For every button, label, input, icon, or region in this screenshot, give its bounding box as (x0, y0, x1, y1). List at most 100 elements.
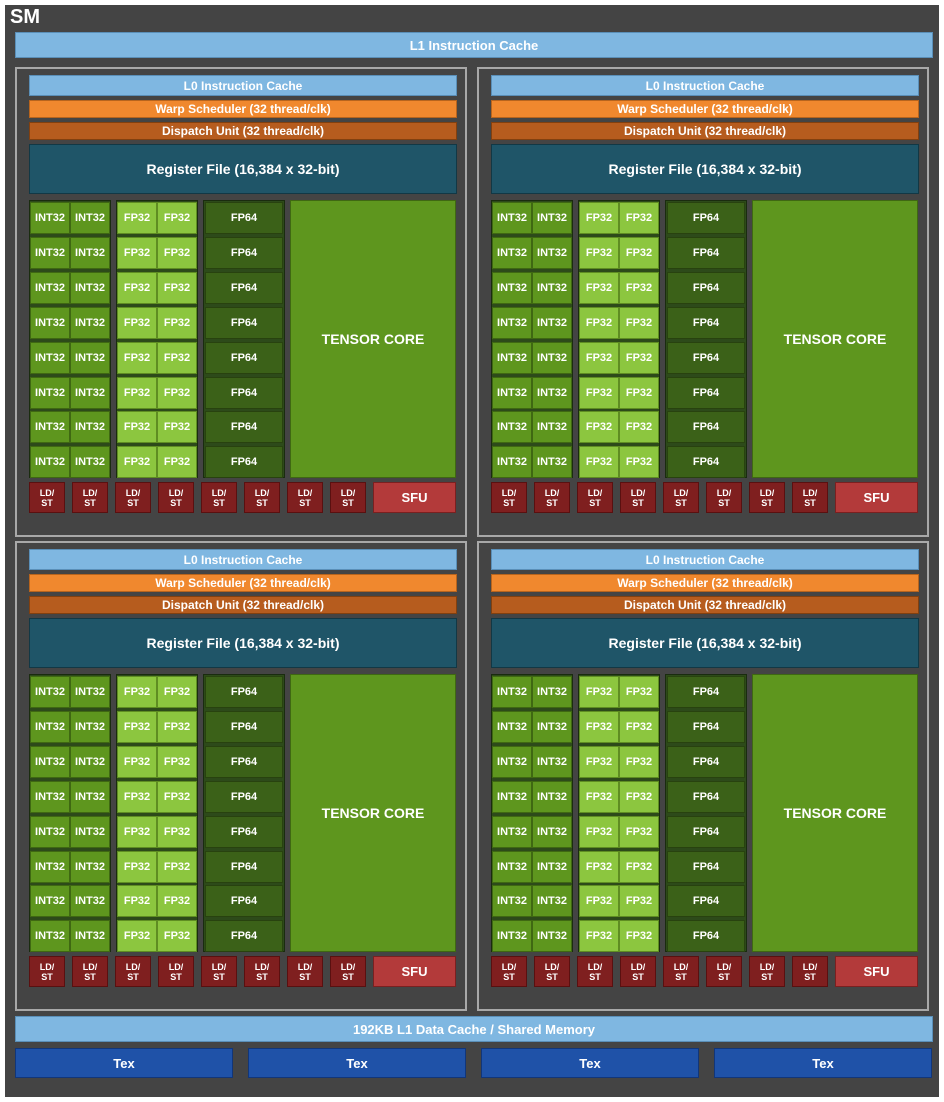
fp64-core: FP64 (205, 780, 283, 813)
int32-core: INT32 (30, 202, 70, 234)
fp64-core: FP64 (205, 271, 283, 304)
fp64-core: FP64 (667, 411, 745, 444)
int32-core: INT32 (492, 920, 532, 953)
fp32-core: FP32 (619, 376, 659, 409)
fp64-core: FP64 (667, 885, 745, 918)
ld-st-unit: LD/ ST (29, 482, 65, 513)
ld-st-unit: LD/ ST (792, 956, 828, 987)
fp32-core: FP32 (579, 815, 619, 848)
fp32-core: FP32 (157, 815, 197, 848)
ld-st-unit: LD/ ST (72, 482, 108, 513)
fp64-core: FP64 (667, 676, 745, 708)
fp32-core: FP32 (619, 710, 659, 743)
int32-core: INT32 (30, 236, 70, 269)
warp-scheduler: Warp Scheduler (32 thread/clk) (29, 574, 457, 592)
int32-core: INT32 (30, 376, 70, 409)
int32-core: INT32 (30, 446, 70, 479)
ld-st-unit: LD/ ST (663, 482, 699, 513)
fp64-core: FP64 (205, 920, 283, 953)
int32-core: INT32 (492, 411, 532, 444)
int32-core: INT32 (532, 920, 572, 953)
register-file: Register File (16,384 x 32-bit) (491, 618, 919, 668)
ld-st-unit: LD/ ST (491, 482, 527, 513)
fp32-core: FP32 (619, 446, 659, 479)
int32-core: INT32 (532, 676, 572, 708)
fp64-core: FP64 (667, 920, 745, 953)
int32-core: INT32 (30, 710, 70, 743)
int32-core: INT32 (30, 411, 70, 444)
int32-core: INT32 (532, 306, 572, 339)
fp32-core: FP32 (619, 780, 659, 813)
fp32-core: FP32 (117, 745, 157, 778)
int32-core: INT32 (70, 341, 110, 374)
int32-core: INT32 (492, 780, 532, 813)
partition-0: L0 Instruction Cache Warp Scheduler (32 t… (15, 67, 467, 537)
fp32-core: FP32 (579, 780, 619, 813)
dispatch-unit: Dispatch Unit (32 thread/clk) (491, 596, 919, 614)
fp32-core: FP32 (619, 341, 659, 374)
fp64-core: FP64 (667, 710, 745, 743)
register-file: Register File (16,384 x 32-bit) (29, 144, 457, 194)
warp-scheduler: Warp Scheduler (32 thread/clk) (491, 100, 919, 118)
int32-core: INT32 (30, 745, 70, 778)
int32-core: INT32 (70, 780, 110, 813)
tex-unit: Tex (15, 1048, 233, 1078)
fp64-core: FP64 (205, 710, 283, 743)
fp64-core: FP64 (667, 236, 745, 269)
fp32-core: FP32 (619, 271, 659, 304)
sm-block: SM L1 Instruction Cache L0 Instruction C… (5, 5, 939, 1097)
int32-core: INT32 (30, 815, 70, 848)
fp64-core: FP64 (667, 446, 745, 479)
ld-st-unit: LD/ ST (534, 482, 570, 513)
ld-st-unit: LD/ ST (201, 956, 237, 987)
warp-scheduler: Warp Scheduler (32 thread/clk) (491, 574, 919, 592)
int32-core: INT32 (492, 815, 532, 848)
ld-st-unit: LD/ ST (792, 482, 828, 513)
ld-st-unit: LD/ ST (663, 956, 699, 987)
fp32-core: FP32 (619, 202, 659, 234)
ld-st-unit: LD/ ST (72, 956, 108, 987)
int32-core: INT32 (30, 885, 70, 918)
int32-core: INT32 (492, 341, 532, 374)
l1-data-cache-shared-memory: 192KB L1 Data Cache / Shared Memory (15, 1016, 933, 1042)
ld-st-unit: LD/ ST (330, 482, 366, 513)
fp32-core: FP32 (157, 745, 197, 778)
fp32-core: FP32 (619, 920, 659, 953)
int32-core: INT32 (532, 710, 572, 743)
fp32-core: FP32 (579, 676, 619, 708)
fp32-core: FP32 (579, 306, 619, 339)
int32-core: INT32 (30, 341, 70, 374)
fp64-core: FP64 (667, 745, 745, 778)
int32-core: INT32 (492, 676, 532, 708)
fp32-core: FP32 (619, 306, 659, 339)
tex-unit: Tex (248, 1048, 466, 1078)
int32-core: INT32 (532, 236, 572, 269)
fp64-core: FP64 (667, 376, 745, 409)
fp64-core: FP64 (205, 341, 283, 374)
fp32-core: FP32 (579, 446, 619, 479)
l0-instruction-cache: L0 Instruction Cache (491, 75, 919, 96)
fp32-core: FP32 (157, 202, 197, 234)
fp32-core: FP32 (579, 202, 619, 234)
int32-core: INT32 (492, 236, 532, 269)
fp64-core: FP64 (205, 306, 283, 339)
fp64-core: FP64 (667, 306, 745, 339)
int32-core: INT32 (70, 885, 110, 918)
int32-core: INT32 (70, 745, 110, 778)
ld-st-unit: LD/ ST (577, 956, 613, 987)
fp32-core: FP32 (157, 341, 197, 374)
fp32-core: FP32 (117, 236, 157, 269)
fp32-core: FP32 (157, 446, 197, 479)
int32-core: INT32 (532, 885, 572, 918)
int32-core: INT32 (30, 850, 70, 883)
int32-core: INT32 (30, 271, 70, 304)
int32-core: INT32 (70, 376, 110, 409)
int32-core: INT32 (30, 780, 70, 813)
int32-core: INT32 (532, 341, 572, 374)
int32-core: INT32 (30, 306, 70, 339)
tensor-core: TENSOR CORE (752, 674, 918, 952)
sfu-unit: SFU (373, 482, 456, 513)
partition-3: L0 Instruction Cache Warp Scheduler (32 t… (477, 541, 929, 1011)
int32-core: INT32 (492, 446, 532, 479)
partition-1: L0 Instruction Cache Warp Scheduler (32 t… (477, 67, 929, 537)
